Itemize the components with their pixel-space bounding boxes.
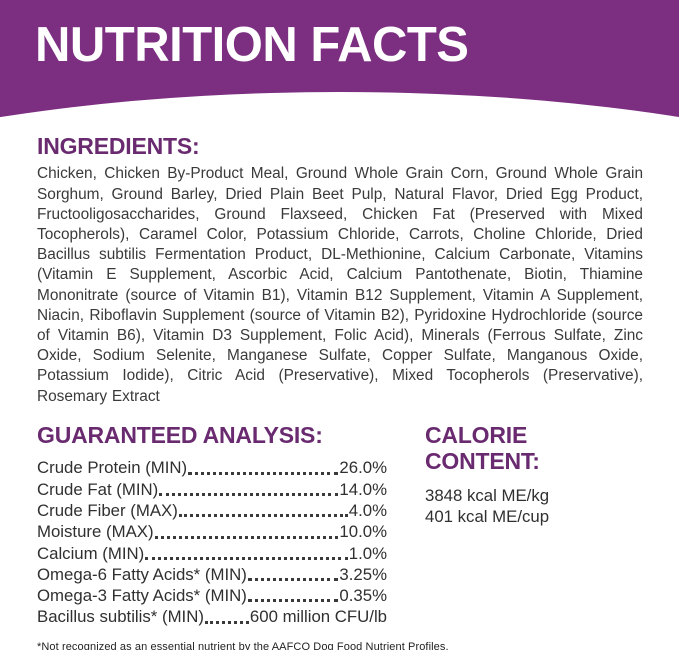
dot-leader: [247, 578, 339, 582]
analysis-value: 600 million CFU/lb: [249, 607, 387, 627]
dot-leader: [159, 492, 339, 496]
analysis-row-omega6: Omega-6 Fatty Acids* (MIN) 3.25%: [37, 564, 387, 585]
guaranteed-analysis-section: GUARANTEED ANALYSIS: Crude Protein (MIN)…: [37, 422, 387, 628]
analysis-label: Omega-3 Fatty Acids* (MIN): [37, 586, 247, 606]
dot-leader: [204, 620, 249, 624]
ingredients-text: Chicken, Chicken By-Product Meal, Ground…: [37, 165, 643, 405]
analysis-value: 4.0%: [348, 500, 387, 520]
dot-leader: [188, 471, 339, 475]
calorie-kcal-per-cup: 401 kcal ME/cup: [425, 507, 550, 527]
analysis-value: 26.0%: [339, 458, 387, 478]
ingredients-heading: INGREDIENTS:: [37, 133, 200, 159]
analysis-row-moisture: Moisture (MAX) 10.0%: [37, 521, 387, 542]
ingredients-section: INGREDIENTS: Chicken, Chicken By-Product…: [37, 133, 643, 407]
guaranteed-analysis-table: Crude Protein (MIN) 26.0% Crude Fat (MIN…: [37, 457, 387, 627]
analysis-label: Crude Fat (MIN): [37, 479, 159, 499]
calorie-content-section: CALORIE CONTENT: 3848 kcal ME/kg 401 kca…: [425, 422, 643, 628]
analysis-row-crude-fiber: Crude Fiber (MAX) 4.0%: [37, 500, 387, 521]
analysis-label: Omega-6 Fatty Acids* (MIN): [37, 564, 247, 584]
dot-leader: [154, 535, 339, 539]
label-content: INGREDIENTS: Chicken, Chicken By-Product…: [0, 133, 679, 650]
dot-leader: [178, 514, 348, 518]
analysis-value: 1.0%: [348, 543, 387, 563]
calorie-content-values: 3848 kcal ME/kg 401 kcal ME/cup: [425, 485, 643, 528]
dot-leader: [247, 599, 339, 603]
banner-title: NUTRITION FACTS: [35, 18, 469, 72]
analysis-value: 3.25%: [339, 564, 387, 584]
analysis-label: Crude Protein (MIN): [37, 458, 188, 478]
analysis-label: Calcium (MIN): [37, 543, 145, 563]
analysis-row-omega3: Omega-3 Fatty Acids* (MIN) 0.35%: [37, 585, 387, 606]
banner: NUTRITION FACTS: [0, 0, 679, 123]
analysis-row-crude-fat: Crude Fat (MIN) 14.0%: [37, 479, 387, 500]
lower-columns: GUARANTEED ANALYSIS: Crude Protein (MIN)…: [37, 422, 643, 628]
analysis-value: 10.0%: [339, 522, 387, 542]
analysis-row-calcium: Calcium (MIN) 1.0%: [37, 543, 387, 564]
analysis-row-crude-protein: Crude Protein (MIN) 26.0%: [37, 457, 387, 478]
analysis-row-bacillus-subtilis: Bacillus subtilis* (MIN) 600 million CFU…: [37, 606, 387, 627]
analysis-label: Moisture (MAX): [37, 522, 154, 542]
analysis-label: Crude Fiber (MAX): [37, 500, 178, 520]
footnote: *Not recognized as an essential nutrient…: [37, 640, 449, 650]
analysis-label: Bacillus subtilis* (MIN): [37, 607, 204, 627]
guaranteed-analysis-heading: GUARANTEED ANALYSIS:: [37, 421, 323, 448]
analysis-value: 0.35%: [339, 586, 387, 606]
calorie-content-heading: CALORIE CONTENT:: [425, 421, 540, 475]
calorie-kcal-per-kg: 3848 kcal ME/kg: [425, 485, 550, 505]
banner-curve-decoration: [0, 92, 679, 123]
dot-leader: [145, 556, 348, 560]
analysis-value: 14.0%: [339, 479, 387, 499]
